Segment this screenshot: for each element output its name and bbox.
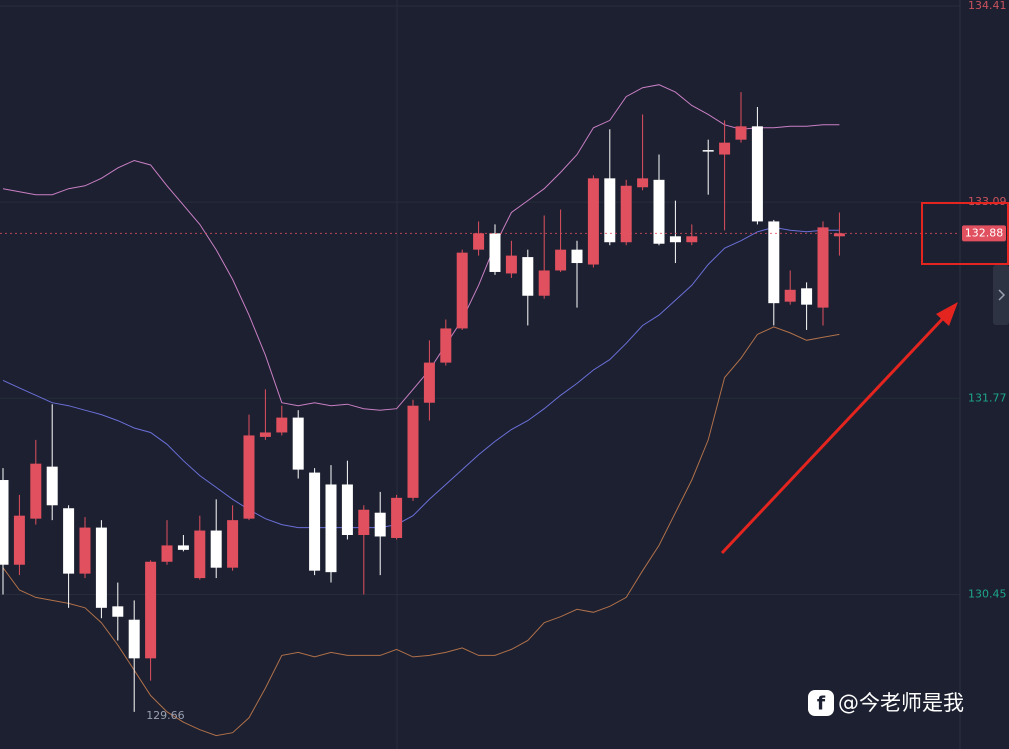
candle-body xyxy=(817,227,829,308)
candle-body xyxy=(177,545,189,550)
candle-body xyxy=(538,270,550,296)
candle-body xyxy=(571,249,583,264)
candle-body xyxy=(801,288,813,305)
band-line xyxy=(2,226,840,529)
candle-body xyxy=(358,509,370,535)
y-tick-label: 133.09 xyxy=(968,195,1007,208)
candle-body xyxy=(669,236,681,243)
candle-body xyxy=(686,236,698,243)
candle-body xyxy=(522,257,534,296)
candle-body xyxy=(440,328,452,363)
candle-body xyxy=(0,480,9,565)
candle-body xyxy=(423,362,435,403)
candle-body xyxy=(833,233,845,237)
low-price-label: 129.66 xyxy=(146,709,185,722)
band-line xyxy=(2,326,840,737)
candle-body xyxy=(473,233,485,250)
candle-body xyxy=(784,289,796,302)
candle-body xyxy=(227,520,239,568)
candle-body xyxy=(719,142,731,155)
candle-body xyxy=(702,150,714,152)
candle-body xyxy=(243,435,255,519)
candle-body xyxy=(46,466,58,506)
candle-body xyxy=(194,530,206,579)
candle-body xyxy=(145,561,157,659)
candle-body xyxy=(128,619,140,659)
candle-body xyxy=(768,221,780,304)
candle-body xyxy=(161,545,173,562)
candle-body xyxy=(456,252,468,329)
highlight-box xyxy=(921,202,1009,265)
candle-body xyxy=(13,515,25,565)
candle-body xyxy=(374,512,386,537)
arrow-head xyxy=(936,302,958,326)
y-tick-label: 130.45 xyxy=(968,587,1007,600)
candle-body xyxy=(489,233,501,272)
candle-body xyxy=(620,185,632,243)
annotation-arrow xyxy=(720,311,950,555)
candle-body xyxy=(653,179,665,244)
candle-body xyxy=(637,178,649,188)
candle-body xyxy=(505,255,517,274)
candle-body xyxy=(292,417,304,470)
candle-body xyxy=(587,178,599,265)
candle-body xyxy=(309,472,321,571)
candle-body xyxy=(112,606,124,617)
candle-body xyxy=(325,484,337,573)
candle-body xyxy=(341,484,353,535)
candle-body xyxy=(259,432,271,437)
candle-body xyxy=(210,530,222,568)
watermark: f @今老师是我 xyxy=(808,690,964,716)
candle-body xyxy=(407,405,419,498)
chevron-icon xyxy=(998,289,1006,301)
y-tick-label: 131.77 xyxy=(968,391,1007,404)
watermark-logo xyxy=(808,690,834,716)
last-price-label: 132.88 xyxy=(965,226,1004,239)
y-tick-label: 134.41 xyxy=(968,0,1007,12)
side-panel-toggle[interactable] xyxy=(993,265,1009,325)
candle-body xyxy=(63,508,75,574)
band-line xyxy=(2,84,840,411)
candle-body xyxy=(604,178,616,243)
candle-body xyxy=(735,126,747,140)
candle-body xyxy=(95,527,107,608)
last-price-tag xyxy=(962,225,1006,242)
candle-body xyxy=(391,497,403,538)
candle-body xyxy=(79,527,91,574)
candle-body xyxy=(276,417,288,433)
candle-body xyxy=(30,463,42,519)
candle-body xyxy=(751,126,763,222)
candle-body xyxy=(555,249,567,271)
watermark-logo-glyph: f xyxy=(817,693,826,715)
watermark-text: @今老师是我 xyxy=(838,691,964,715)
